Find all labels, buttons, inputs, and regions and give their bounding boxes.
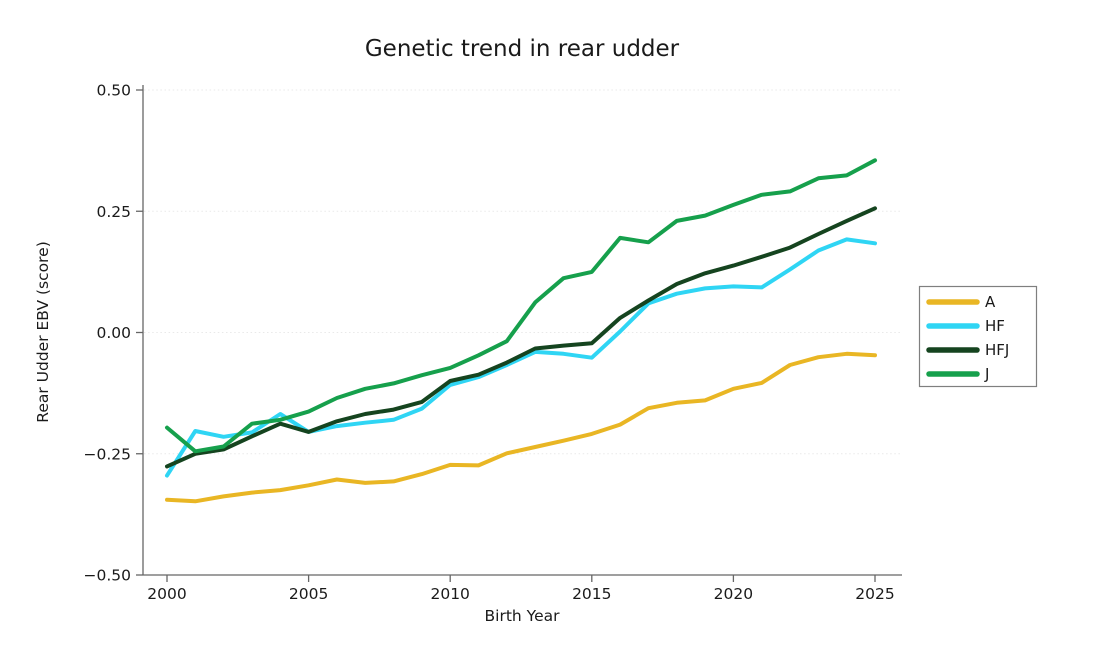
legend-label-J: J bbox=[984, 365, 989, 383]
x-tick-label: 2025 bbox=[855, 585, 894, 603]
y-tick-label: 0.25 bbox=[96, 203, 131, 221]
x-axis-label: Birth Year bbox=[485, 607, 561, 625]
x-tick-label: 2005 bbox=[289, 585, 328, 603]
series-line-HFJ bbox=[165, 206, 877, 469]
y-tick-label: 0.00 bbox=[96, 324, 131, 342]
tick-labels: 0.50 0.25 0.00 −0.25 −0.50 2000 2005 2010 2015 20… bbox=[84, 82, 895, 604]
legend: A HF HFJ J bbox=[918, 285, 1038, 388]
x-tick-label: 2010 bbox=[430, 585, 469, 603]
series-lines bbox=[165, 158, 877, 504]
x-tick-label: 2020 bbox=[714, 585, 753, 603]
axes bbox=[136, 85, 902, 582]
legend-label-HF: HF bbox=[985, 317, 1005, 335]
y-tick-label: −0.50 bbox=[84, 567, 132, 585]
x-tick-label: 2015 bbox=[572, 585, 611, 603]
legend-label-A: A bbox=[985, 293, 996, 311]
y-tick-label: −0.25 bbox=[84, 445, 132, 463]
gridlines bbox=[144, 89, 902, 455]
chart-title: Genetic trend in rear udder bbox=[365, 36, 680, 62]
legend-label-HFJ: HFJ bbox=[985, 341, 1009, 359]
x-tick-label: 2000 bbox=[147, 585, 186, 603]
series-line-A bbox=[165, 351, 877, 504]
series-line-J bbox=[165, 158, 877, 454]
y-tick-label: 0.50 bbox=[96, 82, 131, 100]
y-axis-label: Rear Udder EBV (score) bbox=[34, 241, 52, 423]
